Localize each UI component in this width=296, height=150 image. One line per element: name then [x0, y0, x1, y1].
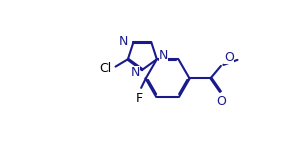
Text: O: O [224, 51, 234, 64]
Text: N: N [159, 49, 168, 62]
Text: N: N [119, 35, 128, 48]
Text: O: O [216, 94, 226, 108]
Text: Cl: Cl [99, 62, 112, 75]
Text: N: N [131, 66, 140, 79]
Text: F: F [136, 92, 143, 105]
